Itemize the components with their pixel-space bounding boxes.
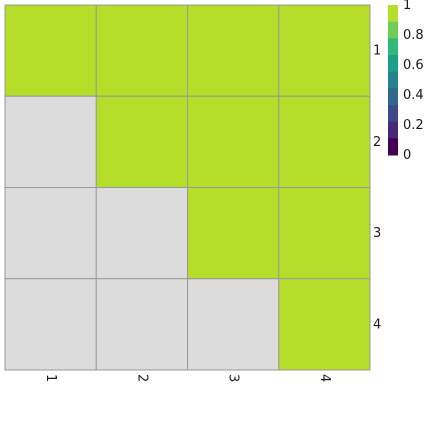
colorbar-tick-label: 0.6 (403, 58, 424, 73)
colorbar-tick-label: 1 (403, 0, 411, 13)
y-tick-label: 4 (373, 317, 381, 332)
heatmap-cell-r4-c2 (95, 278, 188, 371)
colorbar-tick-label: 0.8 (403, 28, 424, 43)
heatmap-cell-r1-c1 (4, 4, 97, 97)
heatmap-cell-r2-c1 (4, 95, 97, 188)
colorbar-tick-label: 0.2 (403, 118, 424, 133)
heatmap-cell-r1-c4 (278, 4, 371, 97)
heatmap-cell-r4-c1 (4, 278, 97, 371)
colorbar-segment (388, 55, 398, 73)
colorbar-segment (388, 121, 398, 139)
x-tick-label: 4 (317, 374, 332, 382)
heatmap-cell-r4-c4 (278, 278, 371, 371)
heatmap-cell-r1-c3 (187, 4, 280, 97)
heatmap-cell-r1-c2 (95, 4, 188, 97)
colorbar-legend: 1 0.8 0.6 0.4 0.2 0 (388, 0, 424, 163)
y-tick-labels: 1 2 3 4 (373, 44, 381, 333)
heatmap-cell-r3-c1 (4, 187, 97, 280)
x-tick-label: 1 (43, 374, 58, 382)
colorbar-tick-label: 0 (403, 148, 411, 163)
x-tick-label: 3 (226, 374, 241, 382)
heatmap-cell-r2-c2 (95, 95, 188, 188)
colorbar-segment (388, 21, 398, 39)
heatmap-cell-r3-c2 (95, 187, 188, 280)
x-tick-label: 2 (134, 374, 149, 382)
colorbar-segment (388, 88, 398, 106)
heatmap-cell-r2-c3 (187, 95, 280, 188)
heatmap-cell-r3-c3 (187, 187, 280, 280)
heatmap-cell-r2-c4 (278, 95, 371, 188)
heatmap-cell-r3-c4 (278, 187, 371, 280)
colorbar-segment (388, 5, 398, 23)
colorbar-segment (388, 71, 398, 89)
y-tick-label: 1 (373, 44, 381, 59)
y-tick-label: 2 (373, 135, 381, 150)
heatmap-cells (4, 4, 371, 371)
colorbar-segment (388, 38, 398, 56)
colorbar-segment (388, 138, 398, 156)
colorbar-segment (388, 105, 398, 123)
x-tick-labels: 1 2 3 4 (43, 374, 332, 382)
y-tick-label: 3 (373, 226, 381, 241)
colorbar-tick-label: 0.4 (403, 88, 424, 103)
heatmap-cell-r4-c3 (187, 278, 280, 371)
